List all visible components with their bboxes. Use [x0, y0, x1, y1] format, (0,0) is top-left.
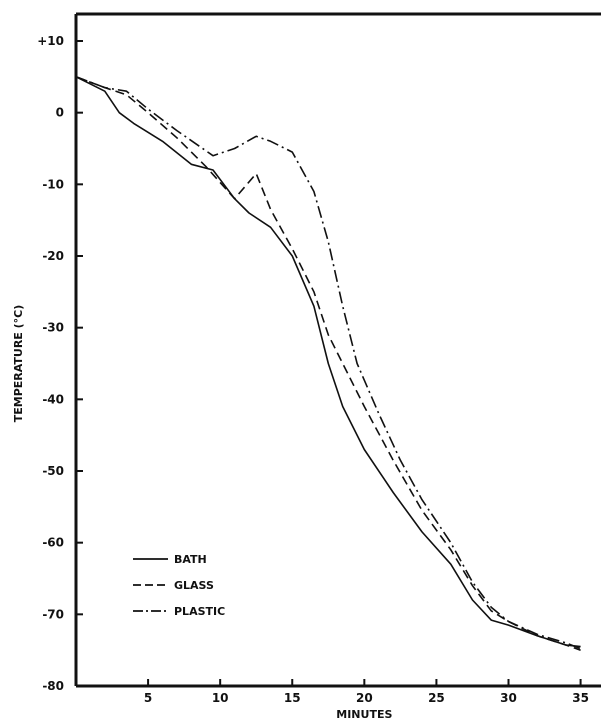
x-tick-label: 5 [144, 691, 152, 705]
x-tick-label: 20 [356, 691, 373, 705]
series-line-plastic [75, 76, 581, 650]
x-tick-label: 30 [500, 691, 517, 705]
y-tick-label: -30 [42, 321, 64, 335]
y-tick-label: 0 [56, 106, 64, 120]
x-tick-label: 10 [212, 691, 229, 705]
x-axis-title: MINUTES [336, 708, 392, 721]
plot-series [75, 76, 581, 651]
legend: BATH GLASS PLASTIC [133, 553, 225, 618]
y-tick-label: +10 [37, 34, 64, 48]
y-tick-label: -10 [42, 177, 64, 191]
x-tick-label: 25 [428, 691, 445, 705]
series-line-bath [75, 76, 581, 648]
plot-axes: +10 0 -10 -20 -30 -40 -50 -60 -70 -80 5 10 15 20 25 30 3… [12, 12, 601, 721]
y-tick-label: -20 [42, 249, 64, 263]
legend-label-bath: BATH [174, 553, 207, 566]
x-tick-label: 15 [284, 691, 301, 705]
y-tick-label: -50 [42, 464, 64, 478]
y-tick-label: -60 [42, 536, 64, 550]
legend-label-plastic: PLASTIC [174, 605, 225, 618]
series-line-glass [75, 76, 581, 651]
y-tick-label: -80 [42, 679, 64, 693]
x-tick-label: 35 [572, 691, 589, 705]
legend-label-glass: GLASS [174, 579, 214, 592]
y-axis-title: TEMPERATURE (°C) [12, 305, 25, 423]
y-tick-label: -70 [42, 607, 64, 621]
y-tick-label: -40 [42, 392, 64, 406]
